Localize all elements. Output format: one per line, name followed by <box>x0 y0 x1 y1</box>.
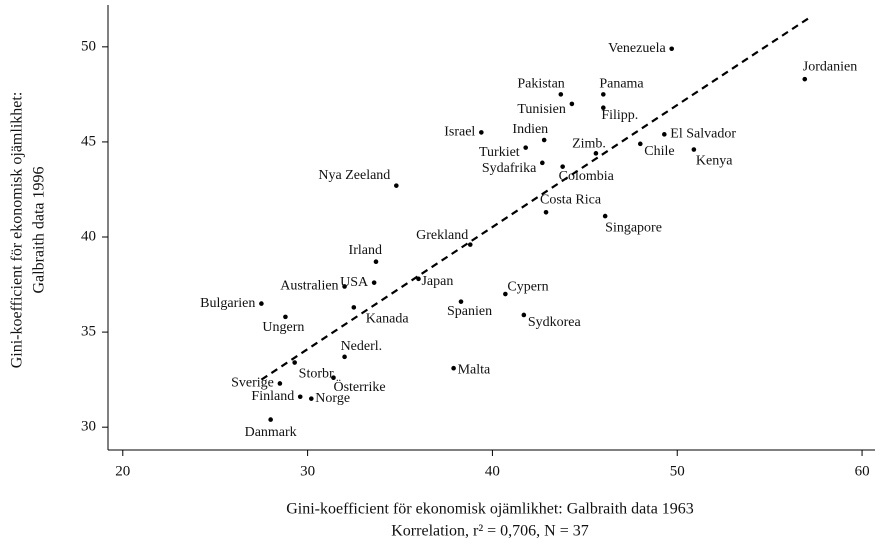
point <box>373 259 379 265</box>
y-tick-label: 35 <box>81 324 96 340</box>
point <box>268 417 273 422</box>
point <box>601 92 606 97</box>
point <box>521 312 527 318</box>
point-label: Spanien <box>447 304 492 319</box>
point <box>331 375 336 381</box>
point-label: Bulgarien <box>200 296 255 311</box>
x-tick-label: 30 <box>300 463 315 479</box>
point-label: Sydafrika <box>482 161 537 176</box>
point-label: Kenya <box>696 154 733 169</box>
point <box>416 276 421 282</box>
point <box>394 183 399 188</box>
point <box>309 396 314 401</box>
point <box>569 101 575 107</box>
point <box>351 305 357 310</box>
point-label: Pakistan <box>517 77 564 92</box>
point <box>342 284 347 289</box>
point <box>277 381 283 386</box>
point-label: Australien <box>280 279 338 294</box>
point-label: Kanada <box>366 312 410 327</box>
point <box>451 365 456 371</box>
point-label: Österrike <box>333 378 385 395</box>
trend-line <box>260 17 810 381</box>
point-label: Ungern <box>262 320 304 335</box>
point <box>543 209 549 215</box>
point-label: Sverige <box>231 376 274 391</box>
point-label: Cypern <box>507 279 548 294</box>
point-label: Finland <box>251 389 294 404</box>
point <box>371 280 377 285</box>
point <box>503 291 508 297</box>
x-axis-subtitle: Korrelation, r² = 0,706, N = 37 <box>391 523 588 540</box>
point-label: Norge <box>315 391 350 406</box>
point-label: Jordanien <box>803 59 857 74</box>
point <box>593 151 599 156</box>
point <box>662 132 667 137</box>
point-label: Zimb. <box>572 137 606 152</box>
point <box>479 130 484 135</box>
y-tick-label: 40 <box>81 228 96 244</box>
point <box>691 147 697 152</box>
point-label: Venezuela <box>608 41 666 56</box>
point-label: Filipp. <box>601 108 638 123</box>
point-label: Costa Rica <box>540 193 602 208</box>
point <box>669 46 674 52</box>
point <box>601 105 606 110</box>
point <box>540 160 545 166</box>
y-tick-label: 50 <box>81 38 96 54</box>
point-label: Indien <box>512 122 548 137</box>
point-label: Turkiet <box>479 145 520 160</box>
point-label: El Salvador <box>670 127 736 142</box>
point <box>637 141 643 147</box>
point <box>560 164 565 169</box>
point-label: Grekland <box>416 228 468 243</box>
x-axis-title: Gini-koefficient för ekonomisk ojämlikhe… <box>286 501 694 518</box>
point <box>802 76 808 82</box>
point <box>541 137 547 143</box>
point <box>283 314 288 320</box>
point-label: Japan <box>421 274 453 289</box>
x-tick-label: 50 <box>670 463 685 479</box>
point <box>523 145 528 150</box>
y-tick-label: 30 <box>81 419 96 435</box>
point <box>292 360 297 365</box>
point-label: Colombia <box>559 169 615 184</box>
x-tick-label: 20 <box>115 463 130 479</box>
point-label: Sydkorea <box>528 315 582 330</box>
y-tick-label: 45 <box>81 133 96 149</box>
point-label: Panama <box>599 77 644 92</box>
point <box>602 213 608 219</box>
point-label: Malta <box>458 362 491 377</box>
point-label: Israel <box>444 125 475 140</box>
point-label: Tunisien <box>517 102 566 117</box>
point <box>467 242 473 247</box>
point <box>342 354 347 360</box>
point <box>259 301 264 306</box>
point-label: Nederl. <box>341 339 383 354</box>
point-label: Nya Zeeland <box>318 168 390 183</box>
point <box>297 394 303 400</box>
point-label: Danmark <box>245 425 297 440</box>
point-label: Irland <box>349 243 382 258</box>
y-axis-subtitle: Galbraith data 1996 <box>31 166 48 293</box>
point <box>558 92 564 97</box>
y-axis-title: Gini-koefficient för ekonomisk ojämlikhe… <box>9 92 26 369</box>
point-label: Storbr. <box>299 367 337 382</box>
point-label: USA <box>340 275 369 290</box>
x-tick-label: 60 <box>855 463 870 479</box>
point-label: Chile <box>644 144 674 159</box>
point <box>458 299 464 304</box>
x-tick-label: 40 <box>485 463 500 479</box>
point-label: Singapore <box>605 220 662 235</box>
